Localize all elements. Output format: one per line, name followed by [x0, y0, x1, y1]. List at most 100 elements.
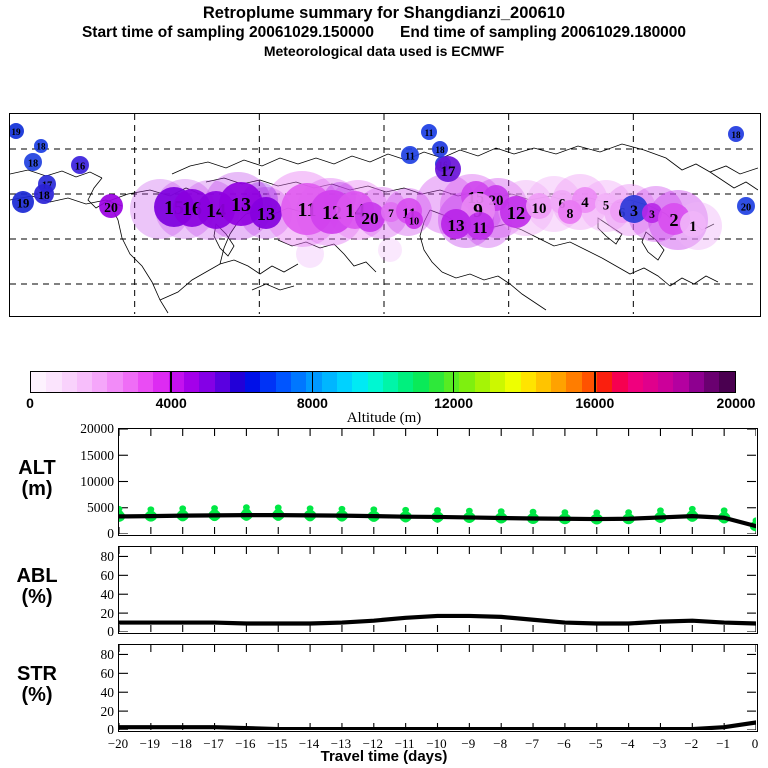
svg-text:11: 11: [425, 128, 434, 138]
colorbar-title: Altitude (m): [346, 410, 422, 426]
colorbar-segment: [245, 372, 261, 392]
map-day-markers: 1918181617191820151614131311121420711101…: [10, 123, 755, 240]
end-time-label: End time of sampling 20061029.180000: [400, 24, 687, 41]
svg-text:7: 7: [388, 208, 394, 220]
panel-name-text: STR: [17, 663, 57, 685]
colorbar-segment: [107, 372, 123, 392]
colorbar-segment: [153, 372, 169, 392]
map-canvas: 1918181617191820151614131311121420711101…: [10, 114, 758, 314]
colorbar-segment: [122, 372, 139, 392]
colorbar-segment: [566, 372, 582, 392]
colorbar-segment: [306, 372, 322, 392]
abl-plot-canvas: [119, 547, 756, 632]
y-tick-label: 0: [107, 722, 114, 738]
altitude-colorbar[interactable]: [30, 371, 736, 393]
colorbar-segment: [275, 372, 292, 392]
colorbar-segment: [688, 372, 705, 392]
svg-text:18: 18: [28, 159, 38, 170]
svg-text:12: 12: [507, 203, 525, 223]
retroplume-map[interactable]: 1918181617191820151614131311121420711101…: [9, 113, 761, 317]
svg-text:11: 11: [472, 220, 487, 237]
panel-name-text: ABL: [16, 565, 58, 587]
colorbar-segment: [183, 372, 200, 392]
y-tick-label: 40: [100, 586, 115, 602]
colorbar-segment: [581, 372, 597, 392]
x-tick-label: −12: [362, 736, 383, 751]
x-tick-label: −2: [684, 736, 699, 751]
colorbar-tick-label: 12000: [434, 395, 474, 411]
start-time-label: Start time of sampling 20061029.150000: [81, 24, 375, 41]
colorbar-segment: [336, 372, 353, 392]
svg-text:17: 17: [441, 164, 456, 180]
x-tick-label: −20: [107, 736, 129, 751]
panel-alt[interactable]: [118, 428, 758, 536]
svg-text:4: 4: [581, 195, 589, 211]
colorbar-segment: [214, 372, 230, 392]
svg-text:9: 9: [473, 201, 483, 222]
panel-unit-text: (%): [21, 586, 53, 608]
colorbar-segment: [612, 372, 628, 392]
colorbar-segment: [428, 372, 445, 392]
y-tick-label: 20000: [80, 421, 114, 437]
panel-label-str: STR (%): [4, 664, 70, 706]
svg-text:16: 16: [75, 162, 85, 173]
svg-text:2: 2: [669, 210, 678, 230]
x-tick-label: −1: [716, 736, 731, 751]
y-tick-label: 60: [100, 567, 115, 583]
y-tick-label: 0: [107, 526, 114, 542]
colorbar-segment: [92, 372, 108, 392]
colorbar-segment: [61, 372, 77, 392]
y-tick-label: 5000: [87, 500, 114, 516]
colorbar-segment: [658, 372, 674, 392]
y-tick-label: 80: [100, 646, 115, 662]
colorbar-tick-label: 8000: [296, 395, 328, 411]
svg-text:19: 19: [11, 127, 21, 137]
svg-text:3: 3: [630, 203, 638, 220]
colorbar-segment: [352, 372, 368, 392]
svg-text:18: 18: [38, 190, 50, 202]
x-tick-label: −18: [171, 736, 192, 751]
colorbar-segment: [551, 372, 567, 392]
svg-text:10: 10: [409, 217, 419, 228]
svg-text:8: 8: [567, 206, 574, 221]
colorbar-segment: [489, 372, 506, 392]
colorbar-segment: [168, 372, 184, 392]
panel-name-text: ALT: [18, 457, 56, 479]
str-plot-canvas: [119, 645, 756, 730]
y-tick-label: 40: [100, 684, 115, 700]
x-tick-label: −9: [461, 736, 476, 751]
colorbar-segment: [474, 372, 490, 392]
colorbar-divider: [594, 371, 596, 393]
colorbar-segment: [505, 372, 521, 392]
svg-text:11: 11: [405, 152, 415, 163]
svg-text:20: 20: [104, 200, 118, 215]
alt-plot-canvas: [119, 429, 756, 534]
x-tick-label: −19: [139, 736, 161, 751]
svg-text:3: 3: [649, 209, 655, 221]
y-tick-label: 20: [100, 605, 115, 621]
colorbar-divider: [170, 371, 172, 393]
colorbar-segment: [444, 372, 460, 392]
x-tick-label: −14: [298, 736, 320, 751]
header-block: Retroplume summary for Shangdianzi_20061…: [0, 0, 768, 60]
colorbar-tick-label: 4000: [155, 395, 187, 411]
y-tick-label: 20: [100, 703, 115, 719]
colorbar-segment: [596, 372, 613, 392]
svg-text:18: 18: [731, 130, 741, 140]
x-tick-label: −5: [588, 736, 603, 751]
panel-abl[interactable]: [118, 546, 758, 634]
colorbar-segment: [382, 372, 399, 392]
colorbar-segment: [31, 372, 47, 392]
colorbar-segment: [413, 372, 429, 392]
panel-label-abl: ABL (%): [4, 566, 70, 608]
colorbar-segment: [138, 372, 154, 392]
colorbar-segment: [704, 372, 720, 392]
colorbar-segment: [535, 372, 552, 392]
colorbar-divider: [311, 371, 314, 393]
colorbar-segment: [199, 372, 215, 392]
panel-str[interactable]: [118, 644, 758, 732]
colorbar-segment: [367, 372, 383, 392]
x-tick-label: −13: [330, 736, 352, 751]
x-tick-label: −7: [525, 736, 539, 751]
colorbar-segment: [46, 372, 62, 392]
